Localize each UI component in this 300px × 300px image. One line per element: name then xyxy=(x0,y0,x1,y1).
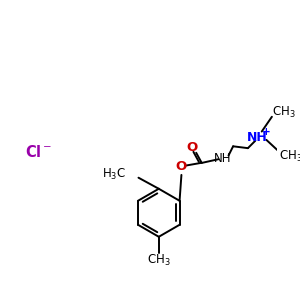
Text: NH: NH xyxy=(247,130,268,144)
Text: O: O xyxy=(176,160,187,173)
Text: H$_3$C: H$_3$C xyxy=(102,167,127,182)
Text: +: + xyxy=(262,128,271,137)
Text: Cl$^-$: Cl$^-$ xyxy=(25,144,52,160)
Text: CH$_3$: CH$_3$ xyxy=(147,253,171,268)
Text: NH: NH xyxy=(214,152,232,165)
Text: O: O xyxy=(187,141,198,154)
Text: CH$_3$: CH$_3$ xyxy=(279,149,300,164)
Text: CH$_3$: CH$_3$ xyxy=(272,105,296,120)
